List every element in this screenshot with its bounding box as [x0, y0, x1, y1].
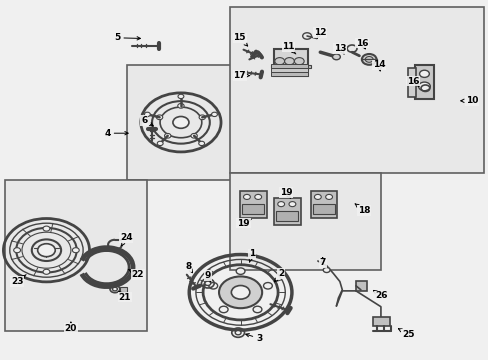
Circle shape [323, 267, 329, 273]
Bar [276, 211, 298, 221]
Circle shape [112, 287, 117, 291]
Text: 12: 12 [313, 28, 326, 38]
Text: 17: 17 [233, 71, 249, 80]
Text: 24: 24 [120, 233, 132, 246]
Circle shape [72, 248, 79, 253]
Text: 20: 20 [64, 322, 77, 333]
Circle shape [288, 202, 295, 207]
Bar [312, 204, 334, 214]
Text: 14: 14 [372, 60, 385, 71]
Text: 16: 16 [355, 39, 367, 49]
Circle shape [204, 281, 210, 285]
Circle shape [43, 269, 50, 274]
Circle shape [199, 115, 205, 120]
Text: 21: 21 [118, 292, 131, 302]
Text: 3: 3 [245, 334, 262, 343]
Text: 7: 7 [319, 257, 325, 267]
Bar [271, 72, 307, 76]
Bar [127, 65, 244, 180]
Circle shape [325, 194, 332, 199]
Circle shape [314, 194, 321, 199]
Circle shape [236, 268, 244, 274]
Circle shape [254, 194, 261, 199]
Circle shape [178, 94, 183, 99]
Circle shape [177, 104, 183, 108]
Circle shape [243, 194, 250, 199]
Text: 5: 5 [114, 33, 140, 42]
Bar [407, 68, 415, 97]
Circle shape [274, 58, 284, 65]
Bar [273, 49, 307, 76]
Text: 9: 9 [204, 271, 211, 282]
Text: 16: 16 [406, 77, 419, 86]
Text: 25: 25 [398, 329, 414, 338]
Text: 19: 19 [237, 219, 250, 228]
Circle shape [235, 330, 241, 335]
Text: 10: 10 [460, 96, 477, 105]
Text: 11: 11 [282, 42, 295, 54]
Bar [242, 204, 264, 214]
Bar [355, 281, 366, 291]
Text: 22: 22 [128, 269, 144, 279]
Circle shape [173, 117, 188, 128]
Bar [239, 191, 266, 218]
Text: 19: 19 [279, 188, 292, 198]
Circle shape [190, 134, 197, 138]
Circle shape [231, 285, 249, 299]
Circle shape [157, 141, 163, 145]
Circle shape [277, 202, 284, 207]
Bar [271, 64, 307, 68]
Bar [229, 7, 483, 173]
Circle shape [263, 283, 272, 289]
Circle shape [419, 70, 428, 77]
Text: 13: 13 [333, 44, 346, 54]
Circle shape [332, 54, 340, 60]
Circle shape [14, 248, 20, 253]
Bar [273, 198, 300, 225]
Text: 4: 4 [104, 129, 128, 138]
Circle shape [156, 115, 163, 120]
Circle shape [208, 283, 217, 289]
Bar [414, 65, 433, 99]
Text: 6: 6 [141, 116, 153, 126]
Circle shape [361, 54, 376, 65]
Bar [5, 180, 146, 331]
Text: 15: 15 [233, 33, 247, 46]
Circle shape [219, 276, 262, 308]
Text: 18: 18 [354, 204, 370, 215]
Circle shape [43, 226, 50, 231]
Bar [229, 173, 381, 270]
Circle shape [144, 112, 150, 117]
Circle shape [38, 244, 55, 257]
Circle shape [294, 58, 304, 65]
Text: 1: 1 [248, 249, 254, 262]
Circle shape [164, 134, 171, 138]
Text: 8: 8 [185, 262, 192, 273]
Text: 26: 26 [373, 291, 387, 300]
Circle shape [253, 306, 262, 313]
Circle shape [219, 306, 227, 313]
Text: 23: 23 [11, 275, 26, 286]
Circle shape [198, 141, 204, 145]
Circle shape [284, 58, 294, 65]
Circle shape [211, 112, 217, 117]
Text: 2: 2 [274, 269, 284, 282]
Bar [372, 317, 389, 326]
Bar [310, 191, 337, 218]
Bar [120, 287, 126, 292]
Circle shape [418, 82, 429, 91]
Bar [271, 68, 307, 72]
Bar [271, 65, 310, 68]
